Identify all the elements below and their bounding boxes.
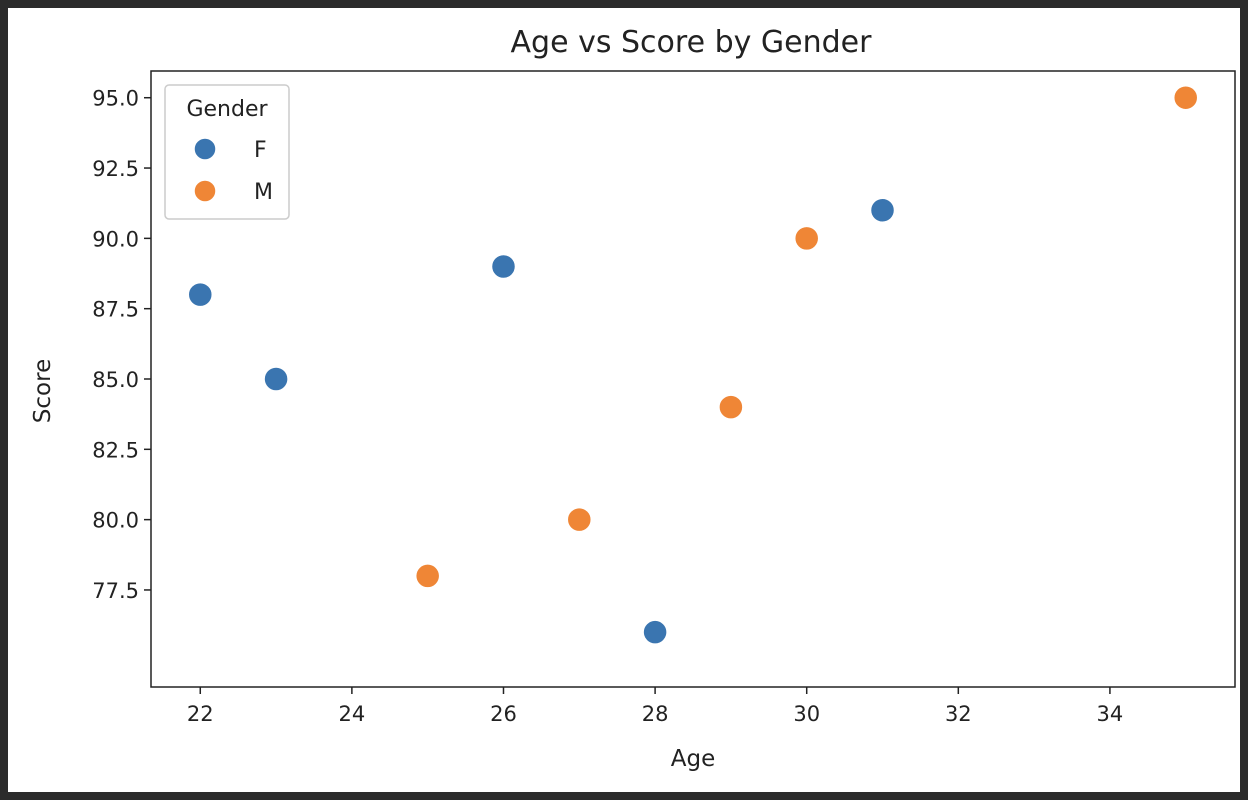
y-axis-ticks: 77.5 80.0 82.5 85.0 87.5 90.0 92.5 95.0 [92, 87, 151, 603]
plot-area [150, 70, 1236, 688]
x-axis-label: Age [671, 746, 715, 772]
x-tick-label: 22 [187, 702, 214, 726]
legend-label-m: M [254, 180, 273, 205]
y-tick-label: 95.0 [92, 87, 139, 111]
x-tick-label: 26 [490, 702, 517, 726]
legend-marker-f [193, 137, 217, 161]
data-point-f [263, 366, 289, 392]
chart-figure: Age vs Score by Gender 22 24 26 28 30 32 34 77… [8, 8, 1240, 792]
x-axis-ticks: 22 24 26 28 30 32 34 [187, 687, 1123, 726]
data-point-f [187, 281, 214, 308]
data-point-m [414, 563, 441, 589]
y-tick-label: 77.5 [92, 579, 139, 603]
data-point-m [793, 225, 820, 252]
legend-marker-m [193, 179, 217, 203]
chart-title: Age vs Score by Gender [511, 25, 873, 60]
y-tick-label: 85.0 [92, 368, 139, 392]
y-tick-label: 90.0 [92, 227, 139, 251]
data-point-f [642, 619, 668, 645]
legend: Gender F M [164, 84, 290, 220]
legend-label-f: F [254, 138, 267, 163]
data-points [187, 84, 1199, 645]
data-point-m [718, 394, 744, 420]
y-tick-label: 82.5 [92, 438, 139, 462]
y-tick-label: 87.5 [92, 298, 139, 322]
data-point-f [490, 253, 517, 280]
x-tick-label: 34 [1097, 702, 1124, 726]
y-tick-label: 92.5 [92, 157, 139, 181]
x-tick-label: 28 [642, 702, 669, 726]
y-axis-label: Score [30, 359, 56, 423]
data-point-f [869, 197, 896, 223]
y-tick-label: 80.0 [92, 509, 139, 533]
data-point-m [566, 506, 593, 533]
legend-title: Gender [186, 97, 268, 122]
data-point-m [1172, 84, 1199, 111]
x-tick-label: 30 [793, 702, 820, 726]
x-tick-label: 32 [945, 702, 972, 726]
scatter-chart: Age vs Score by Gender 22 24 26 28 30 32 34 77… [30, 25, 1236, 772]
x-tick-label: 24 [339, 702, 366, 726]
